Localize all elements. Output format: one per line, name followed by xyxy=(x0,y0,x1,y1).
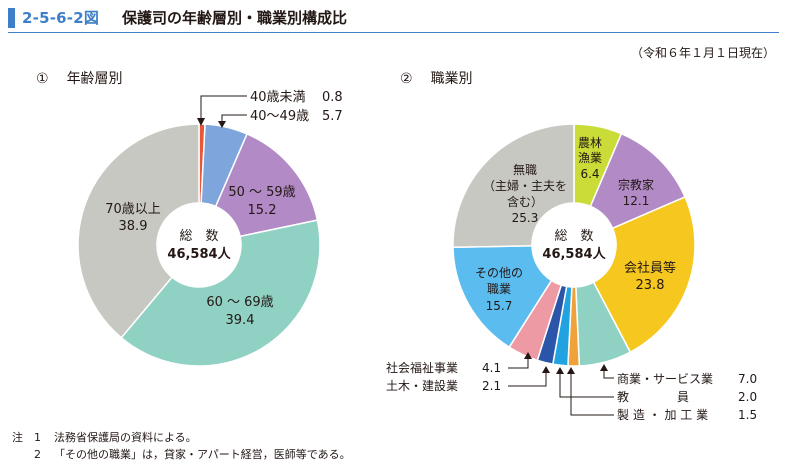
chart2-center: 総 数 46,584人 xyxy=(542,229,606,262)
callout-line-civil xyxy=(508,371,547,387)
chart2-center-value: 46,584人 xyxy=(542,246,606,262)
footnote-2-text: 「その他の職業」は，貸家・アパート経営，医師等である。 xyxy=(54,448,351,461)
callout-teacher-value: 2.0 xyxy=(738,390,757,404)
occupation-slice-3 xyxy=(592,195,696,354)
slice-label-70plus-name: 70歳以上 xyxy=(105,202,161,217)
slice-label-company-value: 23.8 xyxy=(636,278,665,293)
occupation-slice-9 xyxy=(452,245,553,349)
slice-label-unemployed-l3: 含む） xyxy=(507,194,543,209)
callout-teacher-name: 教 員 xyxy=(617,389,689,404)
occupation-slice-2 xyxy=(589,132,687,230)
callout-line-manufacturing xyxy=(570,372,614,416)
header-rule xyxy=(8,32,779,33)
callout-commerce: 商業・サービス業 7.0 xyxy=(600,364,757,386)
callout-under40-name: 40歳未満 xyxy=(250,90,306,105)
slice-label-unemployed-l2: （主婦・主夫を xyxy=(483,178,567,193)
slice-label-60s-name: 60 ～ 69歳 xyxy=(206,295,273,310)
footnote-1-number: 1 xyxy=(34,431,41,444)
callout-commerce-value: 7.0 xyxy=(738,372,757,386)
callout-welfare: 社会福祉事業 4.1 xyxy=(386,352,532,375)
age-slice-5 xyxy=(77,123,200,339)
callout-arrow-manufacturing xyxy=(567,367,575,374)
slice-label-farm-l1: 農林 xyxy=(578,136,602,150)
footnotes: 注 1 法務省保護局の資料による。 2 「その他の職業」は，貸家・アパート経営，医師等… xyxy=(12,429,351,463)
callout-civil: 土木・建設業 2.1 xyxy=(386,366,550,393)
callout-40s-name: 40～49歳 xyxy=(250,109,309,124)
callout-manufacturing: 製 造 ・ 加 工 業 1.5 xyxy=(567,367,757,422)
chart2-title: ② 職業別 xyxy=(400,68,473,88)
callout-40s-value: 5.7 xyxy=(322,109,343,124)
slice-label-unemployed-value: 25.3 xyxy=(512,211,539,225)
slice-label-religious-name: 宗教家 xyxy=(618,177,654,192)
chart1-center: 総 数 46,584人 xyxy=(167,229,231,262)
slice-label-other-value: 15.7 xyxy=(486,299,513,313)
callout-arrow-civil xyxy=(542,366,550,373)
callout-line-teacher xyxy=(559,372,614,398)
callout-arrow-welfare xyxy=(524,352,532,359)
header-accent-bar xyxy=(8,8,15,28)
callout-arrow-commerce xyxy=(600,364,608,371)
slice-label-other-l1: その他の xyxy=(475,266,523,280)
callout-commerce-name: 商業・サービス業 xyxy=(617,371,713,386)
footnote-lead: 注 xyxy=(12,431,23,444)
age-donut-chart xyxy=(77,123,321,367)
slice-label-religious-value: 12.1 xyxy=(623,194,650,208)
callout-manufacturing-value: 1.5 xyxy=(738,408,757,422)
slice-label-50s-name: 50 ～ 59歳 xyxy=(228,185,295,200)
chart1-title-number: ① xyxy=(36,71,49,87)
slice-label-company-name: 会社員等 xyxy=(624,260,676,276)
callout-arrow-40s xyxy=(218,121,226,128)
callout-line-under40 xyxy=(200,95,247,119)
callout-under40: 40歳未満 0.8 xyxy=(197,90,343,126)
footnote-2: 2 「その他の職業」は，貸家・アパート経営，医師等である。 xyxy=(12,446,351,463)
footnote-1: 注 1 法務省保護局の資料による。 xyxy=(12,429,351,446)
callout-civil-value: 2.1 xyxy=(482,379,501,393)
slice-label-60s-value: 39.4 xyxy=(226,313,255,328)
callout-line-welfare xyxy=(508,357,529,369)
figure-title: 保護司の年齢層別・職業別構成比 xyxy=(122,9,348,27)
chart1-title: ① 年齢層別 xyxy=(36,68,123,88)
age-slice-4 xyxy=(120,219,321,367)
slice-label-farm-l2: 漁業 xyxy=(578,151,602,165)
callout-welfare-value: 4.1 xyxy=(482,361,501,375)
callout-line-40s xyxy=(221,114,247,122)
date-note: （令和６年１月１日現在） xyxy=(630,46,775,60)
callout-under40-value: 0.8 xyxy=(322,90,343,105)
callout-line-commerce xyxy=(603,369,614,379)
callout-manufacturing-name: 製 造 ・ 加 工 業 xyxy=(617,408,708,422)
chart1-center-value: 46,584人 xyxy=(167,246,231,262)
slice-label-farm-value: 6.4 xyxy=(580,167,599,181)
callout-arrow-teacher xyxy=(556,367,564,374)
occupation-slice-10 xyxy=(452,123,575,249)
slice-label-50s-value: 15.2 xyxy=(248,203,277,218)
occupation-donut-chart xyxy=(452,123,696,367)
chart2-center-label: 総 数 xyxy=(554,229,593,244)
slice-label-other-l2: 職業 xyxy=(487,282,511,296)
callout-welfare-name: 社会福祉事業 xyxy=(386,360,458,375)
figure-number: 2-5-6-2図 xyxy=(22,9,100,27)
chart1-title-text: 年齢層別 xyxy=(66,71,123,87)
footnote-1-text: 法務省保護局の資料による。 xyxy=(54,431,197,444)
slice-label-70plus-value: 38.9 xyxy=(119,219,148,234)
age-slice-3 xyxy=(214,132,319,238)
callout-civil-name: 土木・建設業 xyxy=(386,378,458,393)
callout-40s: 40～49歳 5.7 xyxy=(218,109,343,128)
chart2-title-number: ② xyxy=(400,71,413,87)
slice-label-unemployed-l1: 無職 xyxy=(513,162,537,177)
chart2-title-text: 職業別 xyxy=(430,71,473,87)
footnote-2-number: 2 xyxy=(34,448,41,461)
chart1-center-label: 総 数 xyxy=(179,229,218,244)
callout-arrow-under40 xyxy=(197,118,205,126)
callout-teacher: 教 員 2.0 xyxy=(556,367,757,404)
